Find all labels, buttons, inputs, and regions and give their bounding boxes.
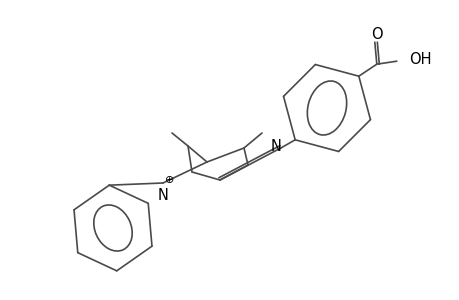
Text: N: N	[157, 188, 168, 203]
Text: ⊕: ⊕	[165, 175, 174, 185]
Text: O: O	[370, 27, 382, 42]
Text: N: N	[270, 139, 281, 154]
Text: OH: OH	[408, 52, 431, 67]
